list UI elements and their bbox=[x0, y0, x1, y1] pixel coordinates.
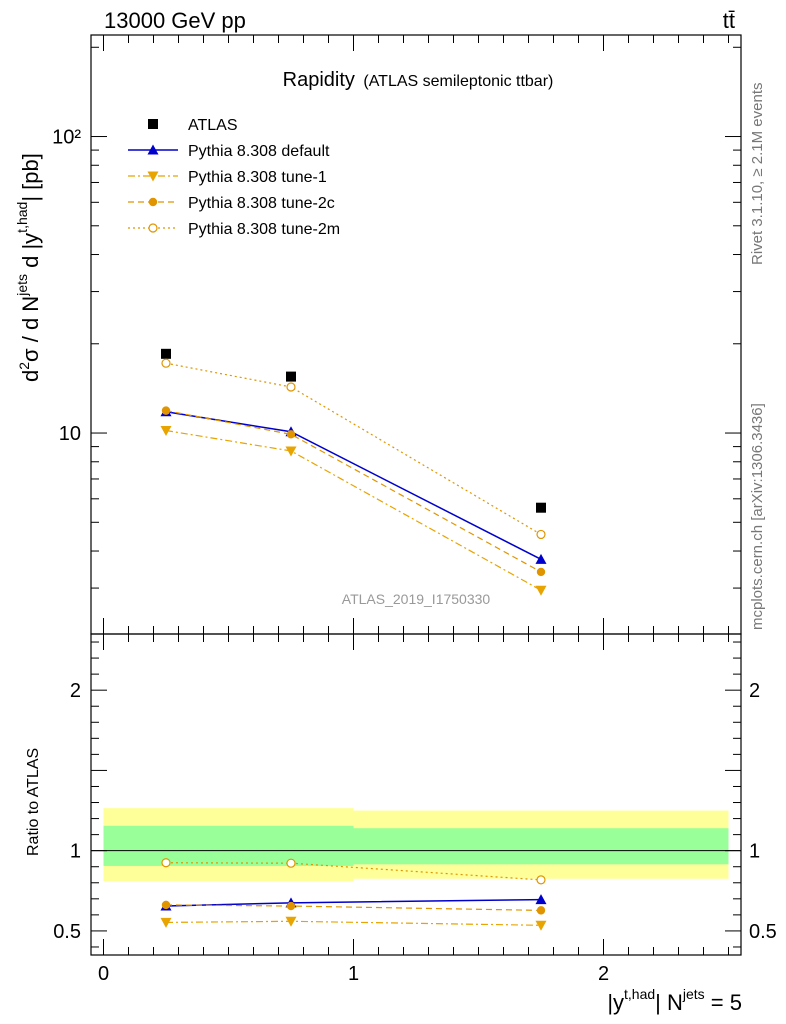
main-series-3-point-0 bbox=[161, 406, 171, 415]
ratio-y-tick-label-right: 1 bbox=[749, 841, 760, 863]
main-series-4-point-0 bbox=[161, 358, 171, 368]
chart-subtitle: (ATLAS semileptonic ttbar) bbox=[363, 73, 553, 90]
ratio-series-line-2 bbox=[165, 904, 542, 911]
ratio-y-axis-label: Ratio to ATLAS bbox=[25, 748, 42, 856]
legend-marker-1 bbox=[147, 144, 159, 155]
legend-label-2: Pythia 8.308 tune-1 bbox=[188, 169, 327, 186]
main-series-0-point-2 bbox=[536, 502, 546, 513]
ratio-uncertainty-bands bbox=[103, 808, 729, 882]
ratio-series-2-point-1 bbox=[286, 901, 296, 911]
process-label: tt̄ bbox=[723, 8, 735, 33]
x-tick-label: 0 bbox=[98, 963, 109, 985]
ratio-y-tick-label-left: 1 bbox=[70, 841, 81, 863]
ratio-y-tick-label-left: 0.5 bbox=[53, 921, 81, 943]
main-series-1-point-2 bbox=[535, 553, 547, 564]
main-y-tick-label: 10 bbox=[59, 423, 81, 445]
x-axis-label: |yt,had| Njets = 5 bbox=[607, 986, 742, 1015]
main-series-0-point-1 bbox=[286, 371, 296, 382]
legend-marker-0 bbox=[148, 119, 158, 129]
legend-label-0: ATLAS bbox=[188, 117, 238, 134]
ratio-series-line-0 bbox=[165, 898, 542, 907]
ratio-series-3-point-1 bbox=[286, 858, 296, 868]
main-series-2-point-2 bbox=[535, 585, 547, 596]
main-series-4-point-1 bbox=[286, 382, 296, 392]
ratio-y-tick-label-right: 2 bbox=[749, 680, 760, 702]
rivet-label: Rivet 3.1.10, ≥ 2.1M events bbox=[749, 83, 766, 266]
ratio-y-tick-label-left: 2 bbox=[70, 680, 81, 702]
ratio-series-2-point-2 bbox=[536, 906, 546, 915]
legend-marker-4 bbox=[148, 223, 158, 233]
main-series-0-point-0 bbox=[161, 348, 171, 359]
x-tick-label: 2 bbox=[598, 963, 609, 985]
plot-frames: 10 10² 0.5 0.5 1 1 2 2 0 1 2 bbox=[52, 34, 777, 985]
x-tick-label: 1 bbox=[348, 963, 359, 985]
main-series-3-point-1 bbox=[286, 430, 296, 439]
mcplots-label: mcplots.cern.ch [arXiv:1306.3436] bbox=[749, 403, 766, 630]
main-series-line-3 bbox=[165, 410, 542, 573]
main-series-3-point-2 bbox=[536, 567, 546, 577]
analysis-watermark: ATLAS_2019_I1750330 bbox=[342, 591, 491, 607]
ratio-series-3-point-0 bbox=[161, 858, 171, 868]
main-series-line-4 bbox=[165, 362, 542, 535]
collision-energy-label: 13000 GeV pp bbox=[104, 8, 246, 33]
ratio-series-0-point-2 bbox=[535, 894, 547, 905]
ratio-series-1-point-1 bbox=[285, 916, 297, 927]
ratio-series-2-point-0 bbox=[161, 900, 171, 910]
main-series-line-2 bbox=[165, 429, 542, 591]
legend-label-4: Pythia 8.308 tune-2m bbox=[188, 221, 340, 238]
main-series-2-point-0 bbox=[160, 425, 172, 436]
legend-label-1: Pythia 8.308 default bbox=[188, 143, 330, 160]
legend: ATLAS Pythia 8.308 default Pythia 8.308 tu… bbox=[128, 117, 340, 238]
ratio-series-1-point-0 bbox=[160, 917, 172, 928]
main-y-axis-label: d2σ / d Njets d |yt,had| [pb] bbox=[14, 153, 43, 382]
legend-marker-2 bbox=[147, 171, 159, 182]
ratio-inner-band-1 bbox=[353, 828, 729, 865]
chart-title-line: Rapidity (ATLAS semileptonic ttbar) bbox=[283, 69, 554, 91]
ratio-series-line-1 bbox=[165, 920, 542, 926]
legend-label-3: Pythia 8.308 tune-2c bbox=[188, 195, 335, 212]
legend-marker-3 bbox=[148, 197, 158, 207]
chart-title: Rapidity bbox=[283, 69, 355, 91]
main-y-tick-label: 10² bbox=[52, 127, 81, 149]
ratio-inner-band-0 bbox=[103, 825, 354, 866]
ratio-y-tick-label-right: 0.5 bbox=[749, 921, 777, 943]
main-series-2-point-1 bbox=[285, 446, 297, 457]
ratio-panel-frame bbox=[90, 633, 742, 956]
series-layer bbox=[160, 348, 547, 931]
ratio-series-1-point-2 bbox=[535, 920, 547, 931]
main-series-4-point-2 bbox=[536, 529, 546, 540]
ratio-series-3-point-2 bbox=[536, 875, 546, 885]
